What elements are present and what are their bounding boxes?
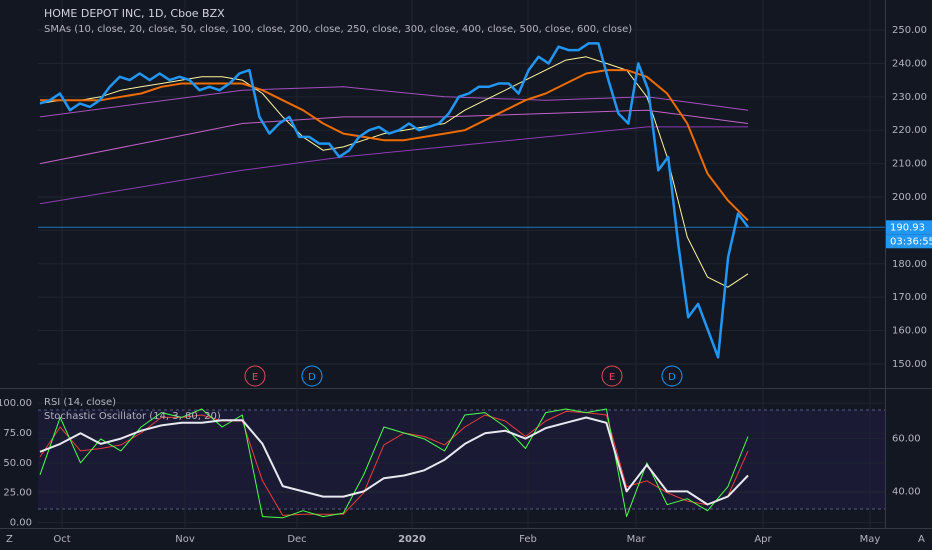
series-line: [39, 408, 749, 519]
price-tag-label: 190.93: [890, 222, 925, 233]
series-line: [39, 86, 749, 118]
series-line: [39, 416, 749, 506]
y-tick-label: 210.00: [892, 159, 927, 170]
event-label: D: [308, 372, 316, 383]
event-label: E: [609, 372, 615, 383]
x-tick-label: Apr: [754, 534, 772, 545]
y-tick-label: 160.00: [892, 326, 927, 337]
y2-tick-label: 60.00: [892, 434, 921, 445]
y-tick-label: 230.00: [892, 92, 927, 103]
price-tag: [886, 220, 932, 235]
event-marker: [244, 365, 266, 387]
x-tick-label: Mar: [627, 534, 647, 545]
series-line: [39, 42, 750, 359]
y-tick-label: 240.00: [892, 58, 927, 69]
y-tick-label: 25.00: [3, 488, 32, 499]
event-label: E: [252, 372, 258, 383]
countdown-label: 03:36:55: [890, 236, 932, 247]
y-tick-label: 220.00: [892, 125, 927, 136]
event-label: D: [668, 372, 676, 383]
event-marker: [661, 365, 683, 387]
y-tick-label: 180.00: [892, 259, 927, 270]
countdown-tag: [886, 234, 932, 249]
toolbar-button[interactable]: Z: [6, 534, 13, 545]
x-tick-label: Oct: [53, 534, 70, 545]
x-tick-label: Nov: [175, 534, 195, 545]
y-tick-label: 200.00: [892, 192, 927, 203]
x-tick-label: 2020: [398, 534, 426, 545]
series-line: [40, 69, 749, 222]
y-tick-label: 50.00: [3, 458, 32, 469]
y-tick-label: 100.00: [0, 398, 32, 409]
marks: [38, 42, 885, 519]
indicator-label: SMAs (10, close, 20, close, 50, close, 1…: [44, 24, 632, 35]
chart-title: HOME DEPOT INC, 1D, Cboe BZX: [44, 7, 225, 20]
y2-tick-label: 40.00: [892, 486, 921, 497]
y-tick-label: 170.00: [892, 292, 927, 303]
x-tick-label: Feb: [519, 534, 537, 545]
y-tick-label: 150.00: [892, 359, 927, 370]
y-tick-label: 250.00: [892, 25, 927, 36]
y-tick-label: 75.00: [3, 428, 32, 439]
indicator-label: Stochastic Oscillator (14, 3, 80, 20): [44, 411, 221, 422]
toolbar-button[interactable]: A: [918, 534, 925, 545]
x-tick-label: Dec: [287, 534, 306, 545]
indicator-label: RSI (14, close): [44, 397, 116, 408]
event-marker: [301, 365, 323, 387]
series-line: [39, 126, 748, 205]
event-marker: [601, 365, 623, 387]
y-tick-label: 0.00: [10, 518, 32, 529]
x-tick-label: May: [860, 534, 881, 545]
